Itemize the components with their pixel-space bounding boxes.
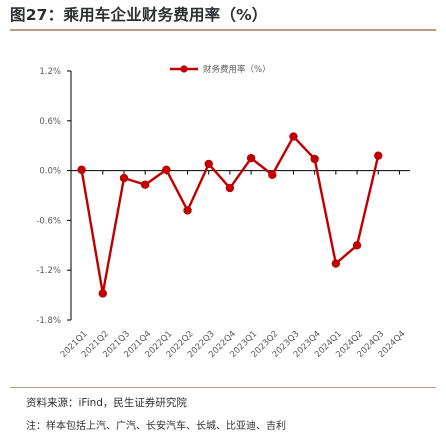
legend-label: 财务费用率（%） bbox=[203, 64, 271, 75]
x-axis: 2021Q12021Q22021Q32021Q42022Q12022Q22022… bbox=[59, 170, 410, 360]
data-point bbox=[162, 165, 171, 174]
data-point bbox=[77, 165, 86, 174]
series-line bbox=[80, 135, 380, 295]
title-divider bbox=[10, 29, 436, 31]
data-point bbox=[225, 183, 235, 193]
sample-note: 注：样本包括上汽、广汽、长安汽车、长城、比亚迪、吉利 bbox=[26, 421, 286, 432]
data-point bbox=[374, 151, 383, 160]
legend: 财务费用率（%） bbox=[170, 64, 271, 75]
footer-divider bbox=[10, 387, 436, 388]
y-tick-label: 1.2% bbox=[39, 67, 61, 77]
source-note: 资料来源：iFind，民生证券研究院 bbox=[26, 397, 187, 409]
data-point bbox=[289, 132, 298, 141]
data-point bbox=[331, 259, 341, 268]
data-point bbox=[352, 241, 362, 250]
data-point bbox=[204, 159, 213, 169]
y-tick-label: -1.2% bbox=[36, 266, 61, 276]
y-tick-label: -0.6% bbox=[36, 216, 61, 226]
y-tick-label: 0.0% bbox=[39, 167, 61, 177]
legend-marker bbox=[180, 65, 188, 73]
data-point bbox=[119, 173, 129, 183]
data-point bbox=[310, 154, 319, 164]
y-axis: 1.2% 0.6% 0.0% -0.6% -1.2% -1.8% bbox=[36, 67, 72, 326]
data-point bbox=[183, 206, 192, 215]
chart-svg: 1.2% 0.6% 0.0% -0.6% -1.2% -1.8% 2021Q12021Q2… bbox=[36, 64, 410, 360]
data-point bbox=[246, 153, 256, 163]
data-point bbox=[140, 180, 150, 189]
data-point bbox=[268, 170, 277, 179]
figure-title: 图27：乘用车企业财务费用率（%） bbox=[10, 6, 268, 24]
y-tick-label: 0.6% bbox=[39, 117, 61, 127]
data-point bbox=[98, 289, 107, 298]
y-tick-label: -1.8% bbox=[36, 316, 61, 326]
series-layer bbox=[77, 132, 383, 298]
